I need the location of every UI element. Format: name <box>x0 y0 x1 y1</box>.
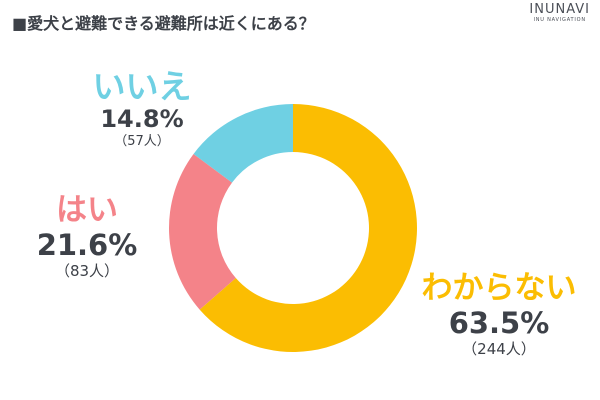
slice-value-iie: 14.8% <box>100 105 184 133</box>
brand-name: INUNAVI <box>529 2 590 17</box>
slice-iie <box>193 104 293 183</box>
slice-count-wakaranai: （244人） <box>462 340 536 358</box>
slice-value-hai: 21.6% <box>36 228 138 262</box>
slice-label-iie: いいえ <box>92 67 192 106</box>
slice-label-hai: はい <box>56 192 118 228</box>
slice-count-hai: （83人） <box>54 262 120 280</box>
chart-title: ■愛犬と避難できる避難所は近くにある？ <box>12 14 315 33</box>
brand-subtitle: INU NAVIGATION <box>533 17 586 23</box>
brand-logo: INUNAVI INU NAVIGATION <box>529 2 590 24</box>
label-group-iie: いいえ 14.8% （57人） <box>72 69 212 151</box>
slice-value-wakaranai: 63.5% <box>448 306 550 340</box>
slice-count-iie: （57人） <box>114 134 170 149</box>
slice-wakaranai <box>199 104 418 352</box>
slice-hai <box>169 153 236 310</box>
slice-label-wakaranai: わからない <box>421 270 577 306</box>
label-group-wakaranai: わからない 63.5% （244人） <box>414 270 584 358</box>
label-group-hai: はい 21.6% （83人） <box>22 192 152 280</box>
